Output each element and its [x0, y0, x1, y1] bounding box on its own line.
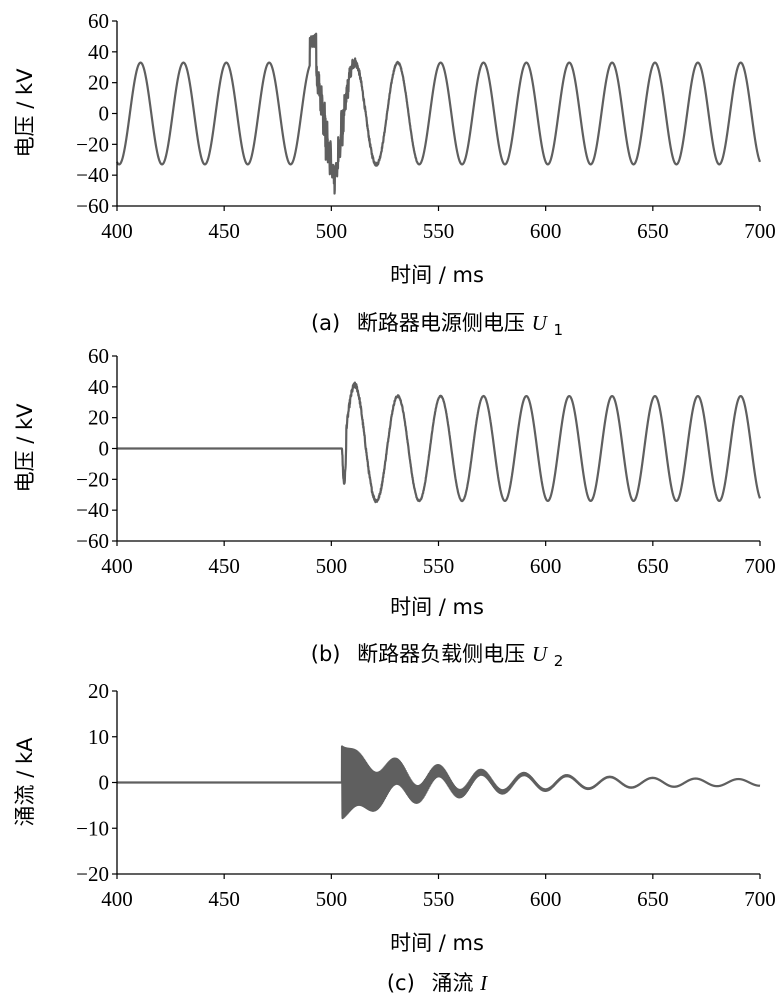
- caption-var-c: I: [479, 971, 488, 995]
- x-tick-label: 400: [101, 219, 133, 243]
- caption-var-b: U: [532, 642, 549, 666]
- y-tick-label: −40: [76, 498, 109, 522]
- x-axis-label-a: 时间 / ms: [390, 263, 484, 287]
- x-tick-label: 400: [101, 887, 133, 911]
- x-tick-label: 500: [316, 554, 348, 578]
- caption-text-a: 断路器电源侧电压: [357, 311, 525, 335]
- y-tick-label: −60: [76, 194, 109, 218]
- y-tick-label: 40: [88, 375, 109, 399]
- x-tick-label: 650: [637, 887, 669, 911]
- caption-label-c: (c): [387, 971, 415, 995]
- caption-c: (c) 涌流 I: [387, 971, 488, 995]
- y-tick-label: −20: [76, 467, 109, 491]
- y-tick-label: −60: [76, 529, 109, 553]
- y-tick-label: −10: [76, 816, 109, 840]
- y-tick-label: 20: [88, 406, 109, 430]
- x-tick-label: 650: [637, 219, 669, 243]
- y-axis-label-a: 电压 / kV: [13, 68, 37, 158]
- x-tick-label: 500: [316, 887, 348, 911]
- x-axis-label-b: 时间 / ms: [390, 595, 484, 619]
- x-tick-label: 550: [423, 219, 455, 243]
- x-tick-label: 550: [423, 887, 455, 911]
- x-tick-label: 700: [744, 554, 776, 578]
- y-tick-label: 60: [88, 9, 109, 33]
- y-tick-label: 40: [88, 40, 109, 64]
- x-tick-label: 450: [208, 887, 240, 911]
- x-tick-label: 650: [637, 554, 669, 578]
- y-tick-label: 0: [99, 437, 110, 461]
- x-tick-label: 600: [530, 554, 562, 578]
- x-tick-label: 600: [530, 219, 562, 243]
- y-tick-label: 20: [88, 71, 109, 95]
- caption-text-c: 涌流: [431, 971, 473, 995]
- x-tick-label: 450: [208, 554, 240, 578]
- x-tick-label: 500: [316, 219, 348, 243]
- x-tick-label: 400: [101, 554, 133, 578]
- y-tick-label: 10: [88, 725, 109, 749]
- caption-b: (b) 断路器负载侧电压 U 2: [311, 642, 564, 670]
- caption-sub-b: 2: [554, 652, 564, 670]
- caption-sub-a: 1: [553, 321, 563, 339]
- caption-label-a: (a): [311, 311, 340, 335]
- series-line-inrush: [116, 745, 761, 820]
- y-axis-label-b: 电压 / kV: [13, 403, 37, 493]
- y-tick-label: −20: [76, 132, 109, 156]
- x-tick-label: 600: [530, 887, 562, 911]
- series-line-u2: [116, 381, 762, 504]
- y-tick-label: 0: [99, 102, 110, 126]
- caption-var-a: U: [532, 311, 549, 335]
- y-tick-label: 60: [88, 344, 109, 368]
- x-tick-label: 700: [744, 219, 776, 243]
- y-tick-label: −20: [76, 862, 109, 886]
- x-tick-label: 450: [208, 219, 240, 243]
- x-tick-label: 550: [423, 554, 455, 578]
- caption-label-b: (b): [311, 642, 341, 666]
- x-tick-label: 700: [744, 887, 776, 911]
- x-axis-label-c: 时间 / ms: [390, 931, 484, 955]
- series-line-u1: [115, 32, 762, 195]
- y-axis-label-c: 涌流 / kA: [13, 737, 37, 827]
- caption-a: (a) 断路器电源侧电压 U 1: [311, 311, 563, 339]
- caption-text-b: 断路器负载侧电压: [357, 642, 525, 666]
- y-tick-label: 20: [88, 679, 109, 703]
- y-tick-label: −40: [76, 163, 109, 187]
- y-tick-label: 0: [99, 771, 110, 795]
